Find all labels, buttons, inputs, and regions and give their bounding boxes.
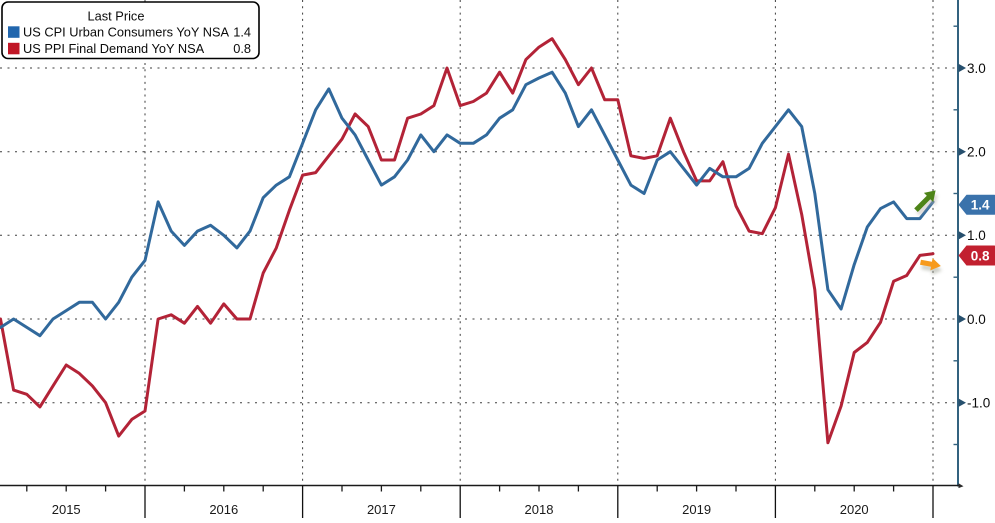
svg-text:Last Price: Last Price bbox=[88, 9, 145, 24]
svg-text:2020: 2020 bbox=[840, 502, 869, 517]
svg-text:1.4: 1.4 bbox=[971, 198, 990, 213]
svg-text:1.0: 1.0 bbox=[967, 228, 986, 243]
svg-text:US CPI Urban Consumers YoY NSA: US CPI Urban Consumers YoY NSA bbox=[23, 24, 229, 39]
svg-text:0.8: 0.8 bbox=[971, 248, 990, 263]
svg-text:US PPI Final Demand YoY NSA: US PPI Final Demand YoY NSA bbox=[23, 41, 205, 56]
svg-text:2017: 2017 bbox=[367, 502, 396, 517]
svg-text:2015: 2015 bbox=[52, 502, 81, 517]
svg-text:-1.0: -1.0 bbox=[967, 396, 990, 411]
svg-text:2019: 2019 bbox=[682, 502, 711, 517]
svg-text:3.0: 3.0 bbox=[967, 61, 986, 76]
svg-text:0.0: 0.0 bbox=[967, 312, 986, 327]
svg-text:2016: 2016 bbox=[209, 502, 238, 517]
svg-text:2.0: 2.0 bbox=[967, 145, 986, 160]
svg-text:1.4: 1.4 bbox=[233, 24, 251, 39]
svg-text:2018: 2018 bbox=[525, 502, 554, 517]
svg-text:0.8: 0.8 bbox=[233, 41, 251, 56]
